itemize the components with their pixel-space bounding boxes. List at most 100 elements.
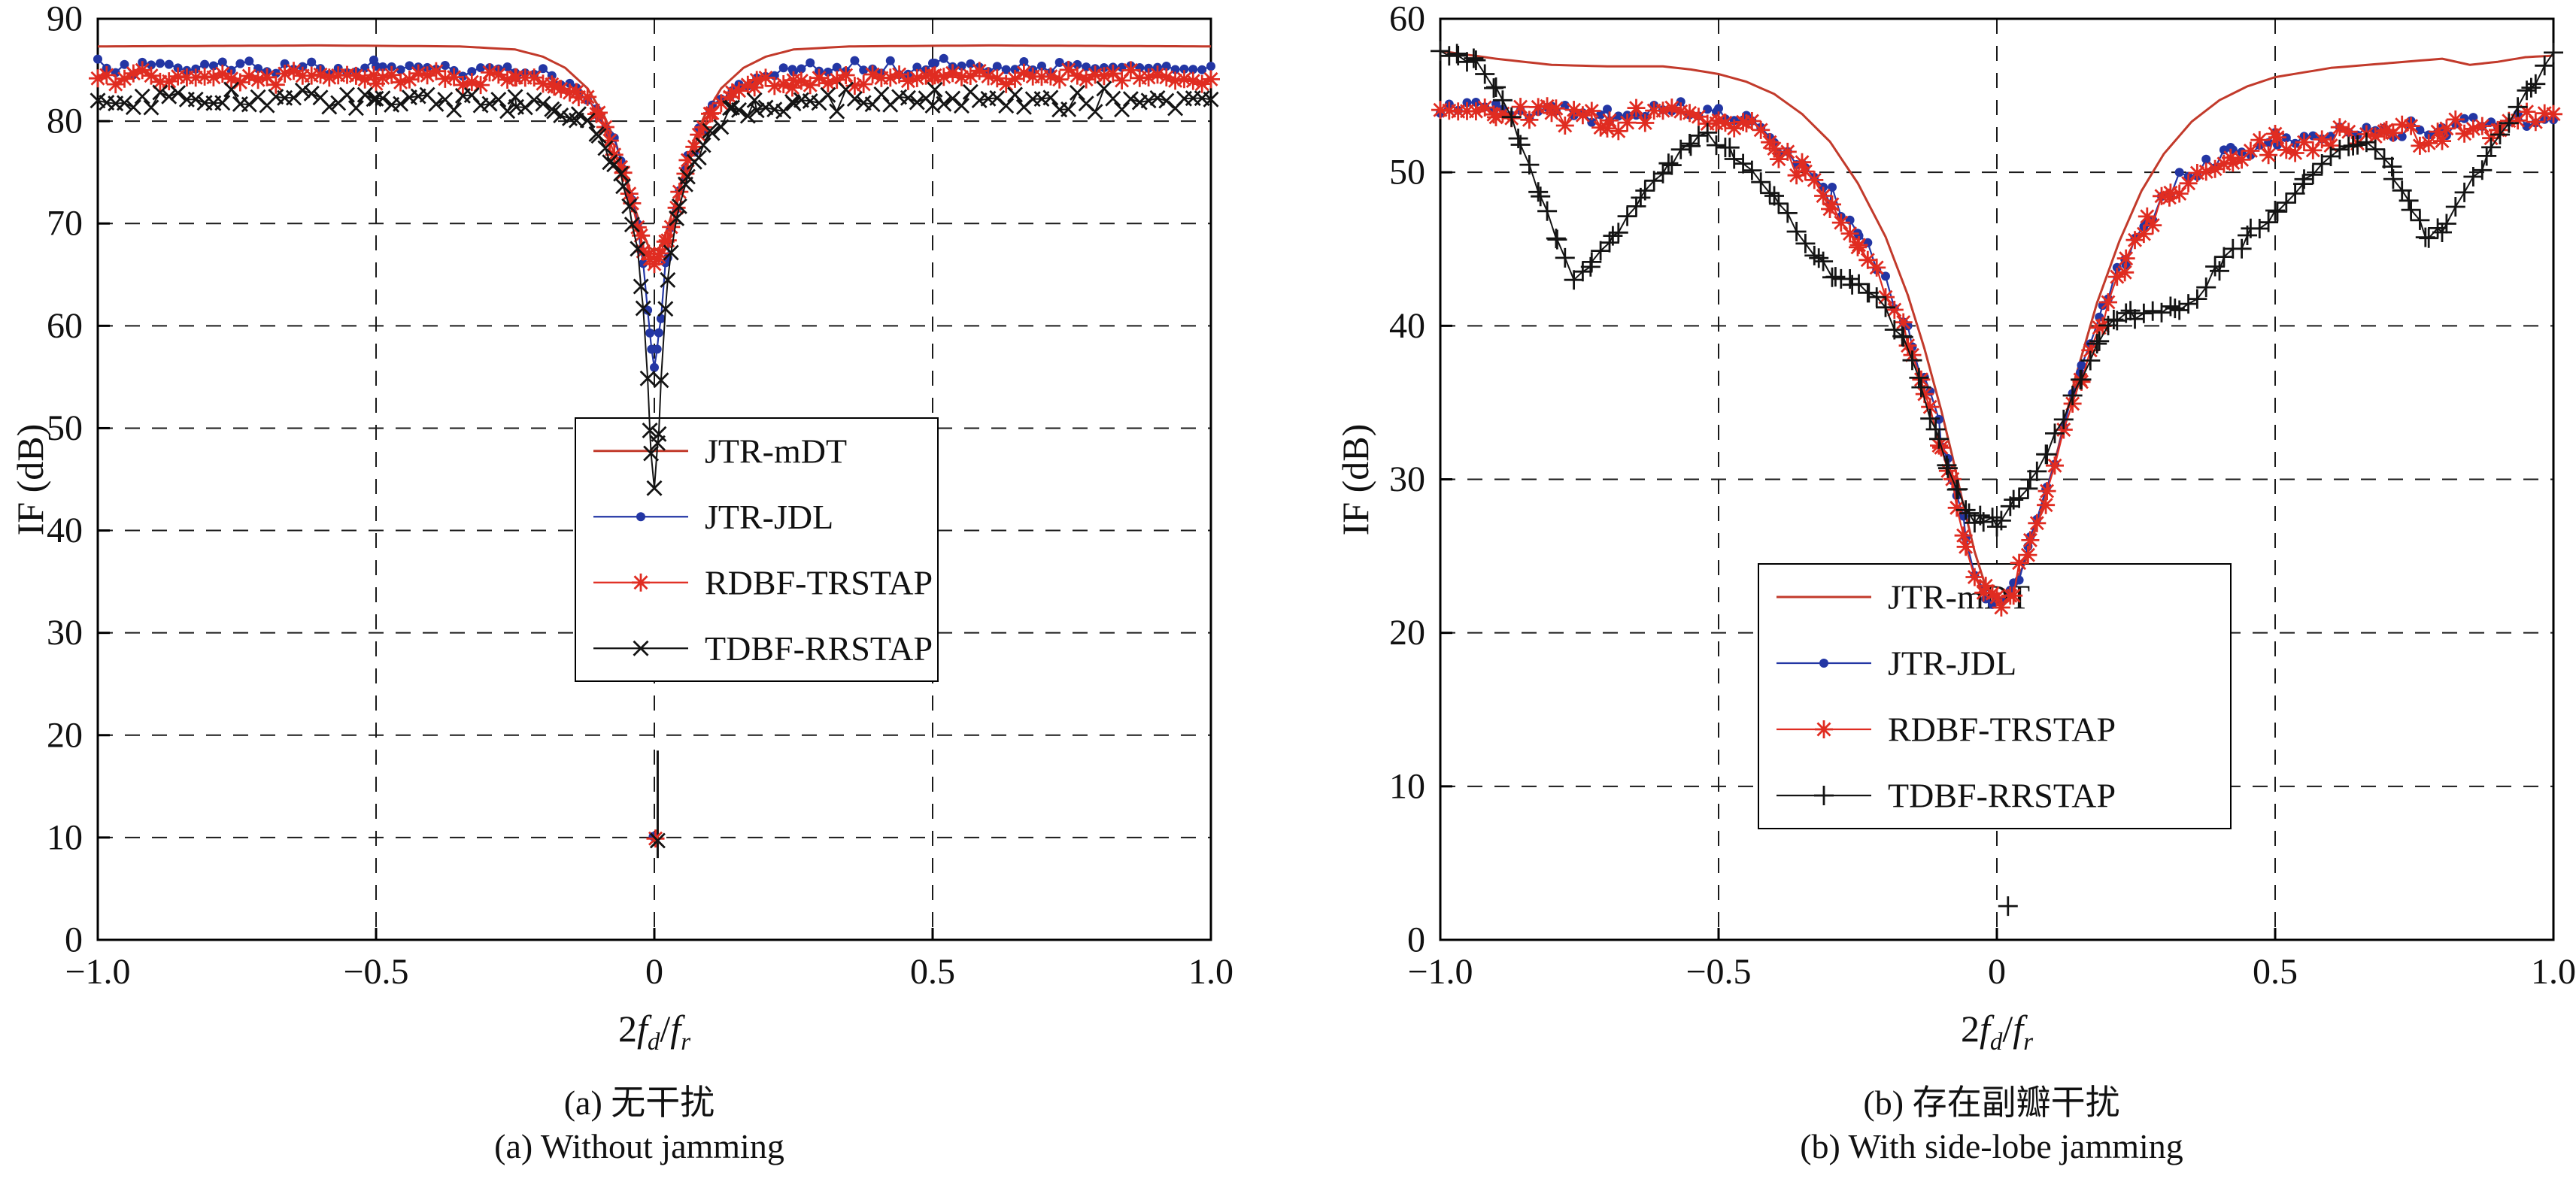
y-tick-label: 10 — [47, 817, 83, 857]
y-axis-label-b: IF (dB) — [1334, 423, 1376, 536]
marker-dot — [650, 362, 659, 372]
y-tick-label: 40 — [47, 511, 83, 550]
marker-dot — [1714, 104, 1723, 114]
legend-entry-JTR-JDL: JTR-JDL — [593, 498, 833, 536]
legend-box-a — [575, 417, 939, 682]
xlabel-b-f1: f — [1979, 1008, 1990, 1050]
legend-label: JTR-JDL — [705, 498, 833, 536]
marker-dot — [1054, 58, 1064, 67]
marker-dot — [1613, 111, 1623, 121]
marker-dot — [147, 60, 156, 70]
chart-panel-b: −1.0 −0.5 0 0.5 1.0 0 10 20 30 40 50 60 JTR-mDT JTR-J… — [1389, 0, 2576, 992]
marker-dot — [2201, 154, 2211, 164]
marker-dot — [806, 58, 815, 68]
legend-label: JTR-mDT — [1888, 578, 2030, 617]
legend-entry-TDBF-RRSTAP: TDBF-RRSTAP — [593, 629, 933, 668]
y-tick-label: 40 — [1389, 306, 1425, 346]
marker-dot — [643, 305, 653, 315]
marker-dot — [2112, 262, 2122, 272]
y-tick-label: 30 — [1389, 459, 1425, 499]
marker-dot — [796, 64, 806, 74]
series-markers-TDBF-RRSTAP — [1431, 41, 2563, 537]
marker-dot — [652, 344, 662, 354]
caption-a-en: (a) Without jamming — [494, 1127, 784, 1165]
marker-dot — [2522, 122, 2532, 131]
legend-label: JTR-mDT — [705, 432, 847, 470]
xlabel-a-slash: / — [660, 1008, 671, 1050]
marker-dot — [639, 259, 648, 268]
xlabel-a-f1: f — [636, 1008, 648, 1050]
caption-a-zh: (a) 无干扰 — [563, 1083, 715, 1122]
marker-dot — [1073, 59, 1082, 69]
legend-label: RDBF-TRSTAP — [1888, 711, 2116, 749]
marker-dot — [778, 63, 788, 73]
marker-dot — [1161, 62, 1171, 71]
marker-dot — [539, 64, 548, 74]
marker-dot — [1676, 97, 1685, 107]
ticks-a — [96, 17, 1212, 941]
xlabel-b-coef: 2 — [1960, 1008, 1980, 1050]
outlier-point-x — [649, 832, 666, 849]
y-tick-label: 50 — [47, 408, 83, 448]
y-tick-label: 0 — [65, 920, 83, 960]
y-tick-label: 30 — [47, 613, 83, 653]
marker-dot — [155, 59, 165, 68]
marker-dot — [244, 56, 254, 66]
marker-dot — [2468, 113, 2478, 123]
legend-entry-JTR-JDL: JTR-JDL — [1776, 644, 2016, 683]
marker-dot — [930, 59, 939, 68]
chart-panel-a: −1.0 −0.5 0 0.5 1.0 0 10 20 30 40 50 60 70 80 90 JTR-mD… — [47, 0, 1233, 992]
y-tick-label: 60 — [47, 306, 83, 346]
marker-dot — [1037, 61, 1046, 71]
legend-label: TDBF-RRSTAP — [1888, 777, 2116, 815]
x-axis-label-a: 2fd/fr — [618, 1007, 690, 1055]
marker-dot — [1144, 63, 1154, 73]
x-axis-label-b: 2fd/fr — [1960, 1007, 2033, 1055]
xlabel-a-sub2: r — [681, 1029, 691, 1056]
xlabel-a-sub1: d — [647, 1029, 660, 1056]
x-tick-label: 0 — [1988, 952, 2006, 992]
y-axis-label-a: IF (dB) — [9, 423, 51, 536]
legend-label: JTR-JDL — [1888, 644, 2016, 683]
x-tick-label: −1.0 — [65, 952, 130, 992]
marker-dot — [966, 59, 975, 68]
marker-dot — [939, 53, 948, 63]
outlier-point-plus — [1998, 896, 2018, 917]
legend-marker-dot — [636, 512, 645, 522]
marker-dot — [1587, 117, 1597, 127]
legend-b: JTR-mDT JTR-JDL RDBF-TRSTAP TDBF-RRSTAP — [1758, 563, 2232, 829]
marker-dot — [992, 62, 1002, 71]
tick-labels-a: −1.0 −0.5 0 0.5 1.0 0 10 20 30 40 50 60 70 80 90 — [47, 0, 1233, 992]
legend-entry-RDBF-TRSTAP: RDBF-TRSTAP — [1776, 711, 2116, 749]
marker-dot — [885, 56, 895, 65]
legend-marker-dot — [1819, 659, 1828, 668]
x-tick-label: −1.0 — [1407, 952, 1473, 992]
marker-dot — [235, 59, 245, 68]
x-tick-label: −0.5 — [1685, 952, 1751, 992]
marker-dot — [1828, 183, 1837, 192]
marker-dot — [2174, 168, 2184, 177]
y-tick-label: 60 — [1389, 0, 1425, 39]
marker-dot — [440, 61, 450, 70]
x-tick-label: −0.5 — [343, 952, 408, 992]
marker-dot — [645, 328, 655, 338]
marker-dot — [164, 59, 174, 69]
tick-labels-b: −1.0 −0.5 0 0.5 1.0 0 10 20 30 40 50 60 — [1389, 0, 2576, 992]
xlabel-b-sub2: r — [2023, 1029, 2034, 1056]
marker-dot — [280, 59, 290, 68]
series-markers-TDBF-RRSTAP — [90, 80, 1219, 496]
y-tick-label: 70 — [47, 204, 83, 244]
marker-dot — [93, 54, 102, 64]
x-tick-label: 1.0 — [2531, 952, 2576, 992]
marker-dot — [298, 62, 308, 71]
legend-box-b — [1758, 563, 2232, 829]
marker-dot — [476, 63, 486, 73]
marker-dot — [1206, 62, 1215, 71]
legend-a: JTR-mDT JTR-JDL RDBF-TRSTAP TDBF-RRSTAP — [575, 417, 939, 682]
caption-b-zh: (b) 存在副瓣干扰 — [1863, 1083, 2120, 1122]
marker-dot — [217, 57, 227, 67]
marker-dot — [396, 65, 405, 74]
y-tick-label: 80 — [47, 102, 83, 141]
marker-dot — [850, 56, 860, 65]
